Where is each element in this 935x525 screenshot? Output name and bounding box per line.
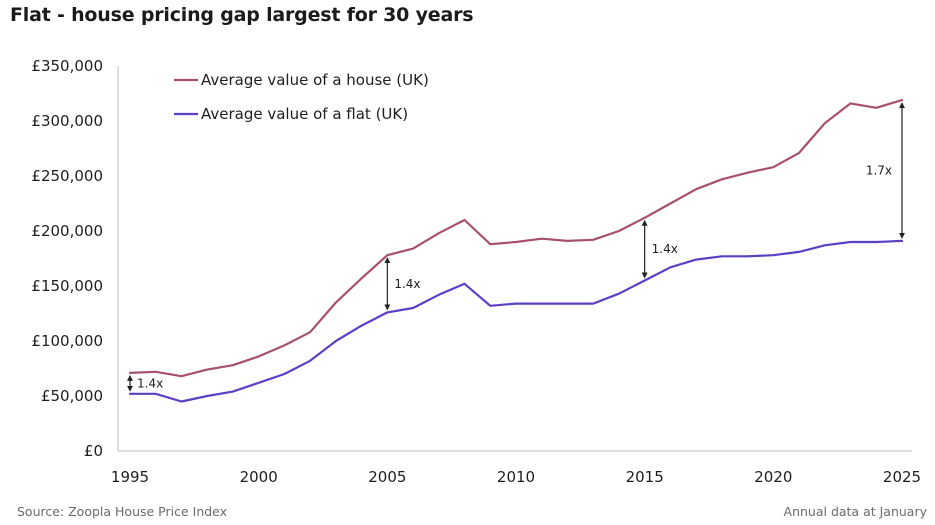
x-tick-label: 2020 (754, 468, 792, 486)
legend: Average value of a house (UK) Average val… (174, 71, 429, 123)
y-tick-label: £150,000 (31, 277, 103, 295)
x-tick-label: 2005 (368, 468, 406, 486)
x-tick-label: 2010 (497, 468, 535, 486)
source-note: Source: Zoopla House Price Index (17, 504, 228, 519)
ratio-label: 1.4x (394, 277, 420, 291)
y-tick-labels: £0 £50,000 £100,000 £150,000 £200,000 £250,00… (31, 57, 103, 460)
flat-value-line (128, 239, 904, 403)
chart-title: Flat - house pricing gap largest for 30 … (10, 4, 474, 26)
x-tick-label: 1995 (111, 468, 149, 486)
series-lines (128, 98, 904, 403)
legend-label: Average value of a house (UK) (201, 71, 429, 89)
frequency-note: Annual data at January (783, 504, 927, 519)
ratio-label: 1.4x (652, 242, 678, 256)
x-tick-label: 2025 (883, 468, 921, 486)
ratio-annotations: 1.4x 1.4x 1.4x 1.7x (127, 102, 905, 392)
y-tick-label: £350,000 (31, 57, 103, 75)
y-tick-label: £300,000 (31, 112, 103, 130)
y-tick-label: £100,000 (31, 332, 103, 350)
ratio-label: 1.4x (137, 376, 163, 390)
y-tick-label: £250,000 (31, 167, 103, 185)
x-tick-labels: 1995 2000 2005 2010 2015 2020 2025 (111, 468, 921, 486)
y-tick-label: £0 (84, 442, 103, 460)
house-value-line (128, 98, 904, 378)
legend-label: Average value of a flat (UK) (201, 105, 408, 123)
y-tick-label: £200,000 (31, 222, 103, 240)
ratio-label: 1.7x (866, 164, 892, 178)
y-tick-label: £50,000 (41, 387, 103, 405)
x-tick-label: 2015 (626, 468, 664, 486)
x-tick-label: 2000 (240, 468, 278, 486)
